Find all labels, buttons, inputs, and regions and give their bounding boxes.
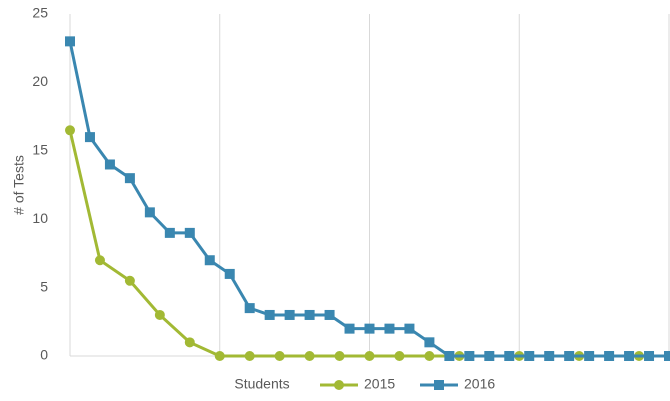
marker xyxy=(204,255,215,266)
y-tick-label: 20 xyxy=(32,73,48,89)
marker xyxy=(65,36,75,47)
marker xyxy=(274,351,285,361)
marker xyxy=(94,255,105,266)
y-tick-label: 5 xyxy=(40,278,48,294)
marker xyxy=(504,351,515,361)
marker xyxy=(564,351,575,361)
legend-marker xyxy=(434,380,444,390)
marker xyxy=(184,337,195,348)
marker xyxy=(484,351,495,361)
marker xyxy=(304,309,315,320)
marker xyxy=(334,351,345,361)
marker xyxy=(224,268,235,279)
marker xyxy=(104,159,115,170)
legend-marker xyxy=(334,380,344,390)
marker xyxy=(344,323,355,334)
marker xyxy=(624,351,635,361)
y-tick-label: 15 xyxy=(32,142,48,158)
marker xyxy=(264,309,275,320)
marker xyxy=(424,351,435,361)
marker xyxy=(524,351,535,361)
marker xyxy=(84,132,95,143)
legend-label: 2016 xyxy=(464,376,495,392)
y-tick-label: 0 xyxy=(40,347,48,363)
marker xyxy=(424,337,435,348)
marker xyxy=(364,323,375,334)
marker xyxy=(394,351,405,361)
x-axis-label: Students xyxy=(234,376,289,392)
marker xyxy=(144,207,155,218)
marker xyxy=(324,309,335,320)
legend-label: 2015 xyxy=(364,376,395,392)
marker xyxy=(214,351,225,361)
marker xyxy=(604,351,615,361)
marker xyxy=(384,323,395,334)
marker xyxy=(364,351,375,361)
marker xyxy=(154,309,165,320)
marker xyxy=(244,351,255,361)
marker xyxy=(164,227,175,238)
marker xyxy=(404,323,415,334)
marker xyxy=(644,351,655,361)
y-axis-label: # of Tests xyxy=(11,155,27,215)
y-tick-label: 25 xyxy=(32,5,48,21)
marker xyxy=(244,303,255,314)
marker xyxy=(464,351,475,361)
marker xyxy=(444,351,455,361)
marker xyxy=(304,351,315,361)
marker xyxy=(184,227,195,238)
marker xyxy=(124,173,135,184)
marker xyxy=(65,125,75,136)
marker xyxy=(284,309,295,320)
marker xyxy=(124,275,135,286)
marker xyxy=(584,351,595,361)
y-tick-label: 10 xyxy=(32,210,48,226)
marker xyxy=(664,351,670,361)
marker xyxy=(544,351,555,361)
